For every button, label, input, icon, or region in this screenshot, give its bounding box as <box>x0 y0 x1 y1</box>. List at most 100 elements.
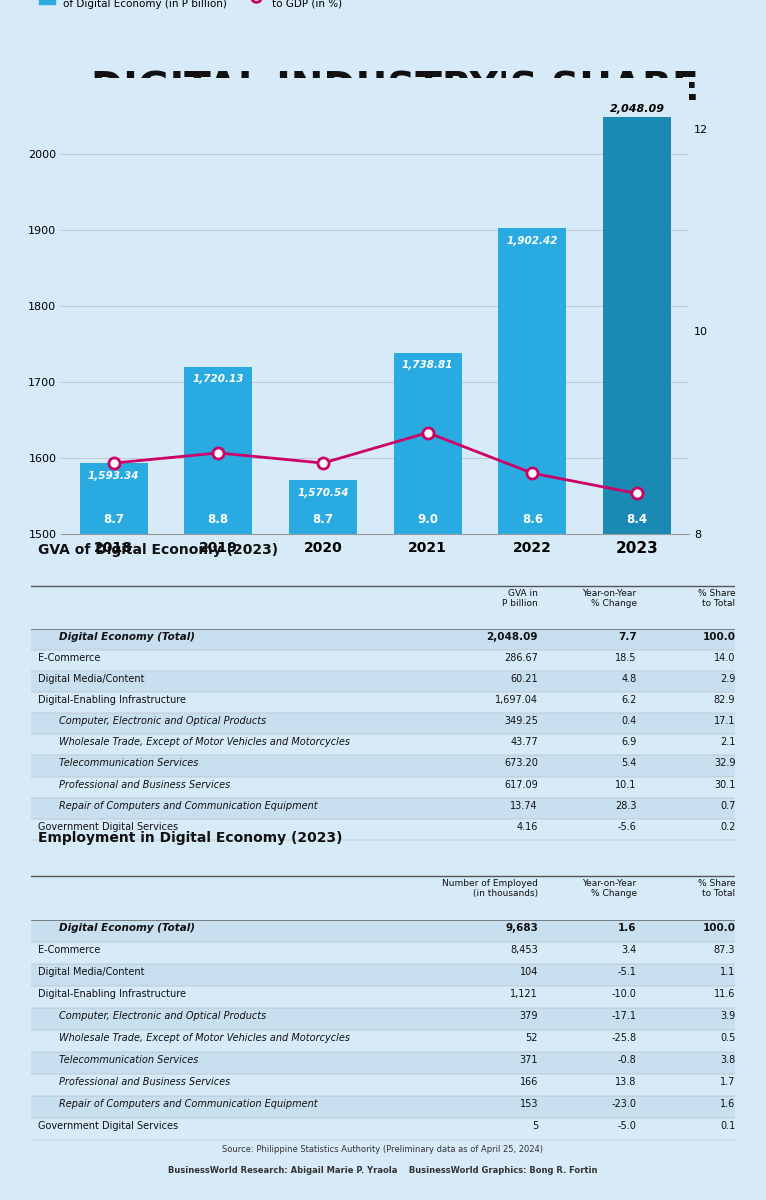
Text: -17.1: -17.1 <box>612 1012 637 1021</box>
Text: Number of Employed
(in thousands): Number of Employed (in thousands) <box>442 878 538 899</box>
Text: Wholesale Trade, Except of Motor Vehicles and Motorcycles: Wholesale Trade, Except of Motor Vehicle… <box>59 737 350 748</box>
Text: BusinessWorld Research: Abigail Marie P. Yraola    BusinessWorld Graphics: Bong : BusinessWorld Research: Abigail Marie P.… <box>169 1166 597 1176</box>
Text: 8.6: 8.6 <box>522 514 543 527</box>
Text: 60.21: 60.21 <box>510 674 538 684</box>
Text: 8.8: 8.8 <box>208 514 229 527</box>
Text: Repair of Computers and Communication Equipment: Repair of Computers and Communication Eq… <box>59 800 317 811</box>
Text: 0.1: 0.1 <box>720 1121 735 1130</box>
Text: Employment in Digital Economy (2023): Employment in Digital Economy (2023) <box>38 832 342 845</box>
Text: Telecommunication Services: Telecommunication Services <box>59 1055 198 1066</box>
FancyBboxPatch shape <box>31 798 735 818</box>
Text: 5.4: 5.4 <box>621 758 637 768</box>
Bar <box>185 367 252 1200</box>
Text: 153: 153 <box>519 1099 538 1109</box>
Bar <box>394 353 462 1200</box>
FancyBboxPatch shape <box>31 756 735 776</box>
Text: Telecommunication Services: Telecommunication Services <box>59 758 198 768</box>
Text: -5.0: -5.0 <box>618 1121 637 1130</box>
Text: -0.8: -0.8 <box>618 1055 637 1066</box>
Text: 0.5: 0.5 <box>720 1033 735 1043</box>
Text: 0.4: 0.4 <box>621 716 637 726</box>
FancyBboxPatch shape <box>31 629 735 650</box>
Text: Repair of Computers and Communication Equipment: Repair of Computers and Communication Eq… <box>59 1099 317 1109</box>
Text: 100.0: 100.0 <box>702 631 735 642</box>
Text: 349.25: 349.25 <box>504 716 538 726</box>
Bar <box>80 463 148 1200</box>
Text: 1,738.81: 1,738.81 <box>402 360 453 370</box>
Text: 104: 104 <box>519 967 538 977</box>
Text: 4.8: 4.8 <box>621 674 637 684</box>
Text: 379: 379 <box>519 1012 538 1021</box>
Text: 43.77: 43.77 <box>510 737 538 748</box>
Text: 371: 371 <box>519 1055 538 1066</box>
Text: 8,453: 8,453 <box>510 946 538 955</box>
Text: 100.0: 100.0 <box>702 924 735 934</box>
Text: 4.16: 4.16 <box>516 822 538 832</box>
Text: 1,697.04: 1,697.04 <box>495 695 538 706</box>
Text: DIGITAL INDUSTRY'S SHARE
TO GDP DIPPED IN 2023: DIGITAL INDUSTRY'S SHARE TO GDP DIPPED I… <box>90 71 699 150</box>
FancyBboxPatch shape <box>31 964 735 986</box>
Text: E-Commerce: E-Commerce <box>38 653 100 662</box>
Text: 2,048.09: 2,048.09 <box>610 103 665 114</box>
Text: 9,683: 9,683 <box>505 924 538 934</box>
Text: Professional and Business Services: Professional and Business Services <box>59 780 230 790</box>
Text: 1.6: 1.6 <box>720 1099 735 1109</box>
Text: 673.20: 673.20 <box>504 758 538 768</box>
Text: Computer, Electronic and Optical Products: Computer, Electronic and Optical Product… <box>59 1012 266 1021</box>
FancyBboxPatch shape <box>31 920 735 942</box>
Text: Government Digital Services: Government Digital Services <box>38 822 178 832</box>
Text: 13.74: 13.74 <box>510 800 538 811</box>
Text: Year-on-Year
% Change: Year-on-Year % Change <box>583 878 637 899</box>
Text: 52: 52 <box>525 1033 538 1043</box>
FancyBboxPatch shape <box>31 1052 735 1074</box>
Text: 2,048.09: 2,048.09 <box>486 631 538 642</box>
Text: 6.9: 6.9 <box>621 737 637 748</box>
FancyBboxPatch shape <box>31 1096 735 1117</box>
Text: Computer, Electronic and Optical Products: Computer, Electronic and Optical Product… <box>59 716 266 726</box>
Text: Digital-Enabling Infrastructure: Digital-Enabling Infrastructure <box>38 989 185 1000</box>
Text: 9.0: 9.0 <box>417 514 438 527</box>
Text: Wholesale Trade, Except of Motor Vehicles and Motorcycles: Wholesale Trade, Except of Motor Vehicle… <box>59 1033 350 1043</box>
Text: 8.7: 8.7 <box>313 514 333 527</box>
Text: 1,121: 1,121 <box>510 989 538 1000</box>
FancyBboxPatch shape <box>31 713 735 734</box>
Text: 1,593.34: 1,593.34 <box>88 470 139 481</box>
Text: 166: 166 <box>519 1076 538 1087</box>
Bar <box>289 480 357 1200</box>
Text: 2.1: 2.1 <box>720 737 735 748</box>
Legend: Gross Value Added (GVA)
of Digital Economy (in P billion), Share of Digital Econ: Gross Value Added (GVA) of Digital Econo… <box>35 0 408 13</box>
Text: 2.9: 2.9 <box>720 674 735 684</box>
Text: GVA of Digital Economy (2023): GVA of Digital Economy (2023) <box>38 544 278 557</box>
Text: 3.4: 3.4 <box>621 946 637 955</box>
Text: % Share
to Total: % Share to Total <box>698 878 735 899</box>
Text: Year-on-Year
% Change: Year-on-Year % Change <box>583 589 637 608</box>
Text: Government Digital Services: Government Digital Services <box>38 1121 178 1130</box>
Text: 32.9: 32.9 <box>714 758 735 768</box>
Text: 10.1: 10.1 <box>615 780 637 790</box>
Text: 14.0: 14.0 <box>714 653 735 662</box>
Text: 1.7: 1.7 <box>720 1076 735 1087</box>
Text: 8.7: 8.7 <box>103 514 124 527</box>
Text: -23.0: -23.0 <box>612 1099 637 1109</box>
Text: 6.2: 6.2 <box>621 695 637 706</box>
Bar <box>603 118 671 1200</box>
Text: 17.1: 17.1 <box>714 716 735 726</box>
Text: Digital Economy (Total): Digital Economy (Total) <box>59 924 195 934</box>
Text: -10.0: -10.0 <box>612 989 637 1000</box>
Text: -25.8: -25.8 <box>611 1033 637 1043</box>
Text: Professional and Business Services: Professional and Business Services <box>59 1076 230 1087</box>
Text: 1,570.54: 1,570.54 <box>297 488 349 498</box>
Text: 286.67: 286.67 <box>504 653 538 662</box>
Text: 1.6: 1.6 <box>618 924 637 934</box>
Text: 1,720.13: 1,720.13 <box>192 374 244 384</box>
FancyBboxPatch shape <box>31 671 735 692</box>
Text: Digital Media/Content: Digital Media/Content <box>38 674 144 684</box>
Text: 0.2: 0.2 <box>720 822 735 832</box>
Text: Digital Media/Content: Digital Media/Content <box>38 967 144 977</box>
Text: 7.7: 7.7 <box>618 631 637 642</box>
Text: 8.4: 8.4 <box>627 514 647 527</box>
Text: 1.1: 1.1 <box>720 967 735 977</box>
Text: 0.7: 0.7 <box>720 800 735 811</box>
Text: 1,902.42: 1,902.42 <box>506 235 558 246</box>
Text: Digital Economy (Total): Digital Economy (Total) <box>59 631 195 642</box>
